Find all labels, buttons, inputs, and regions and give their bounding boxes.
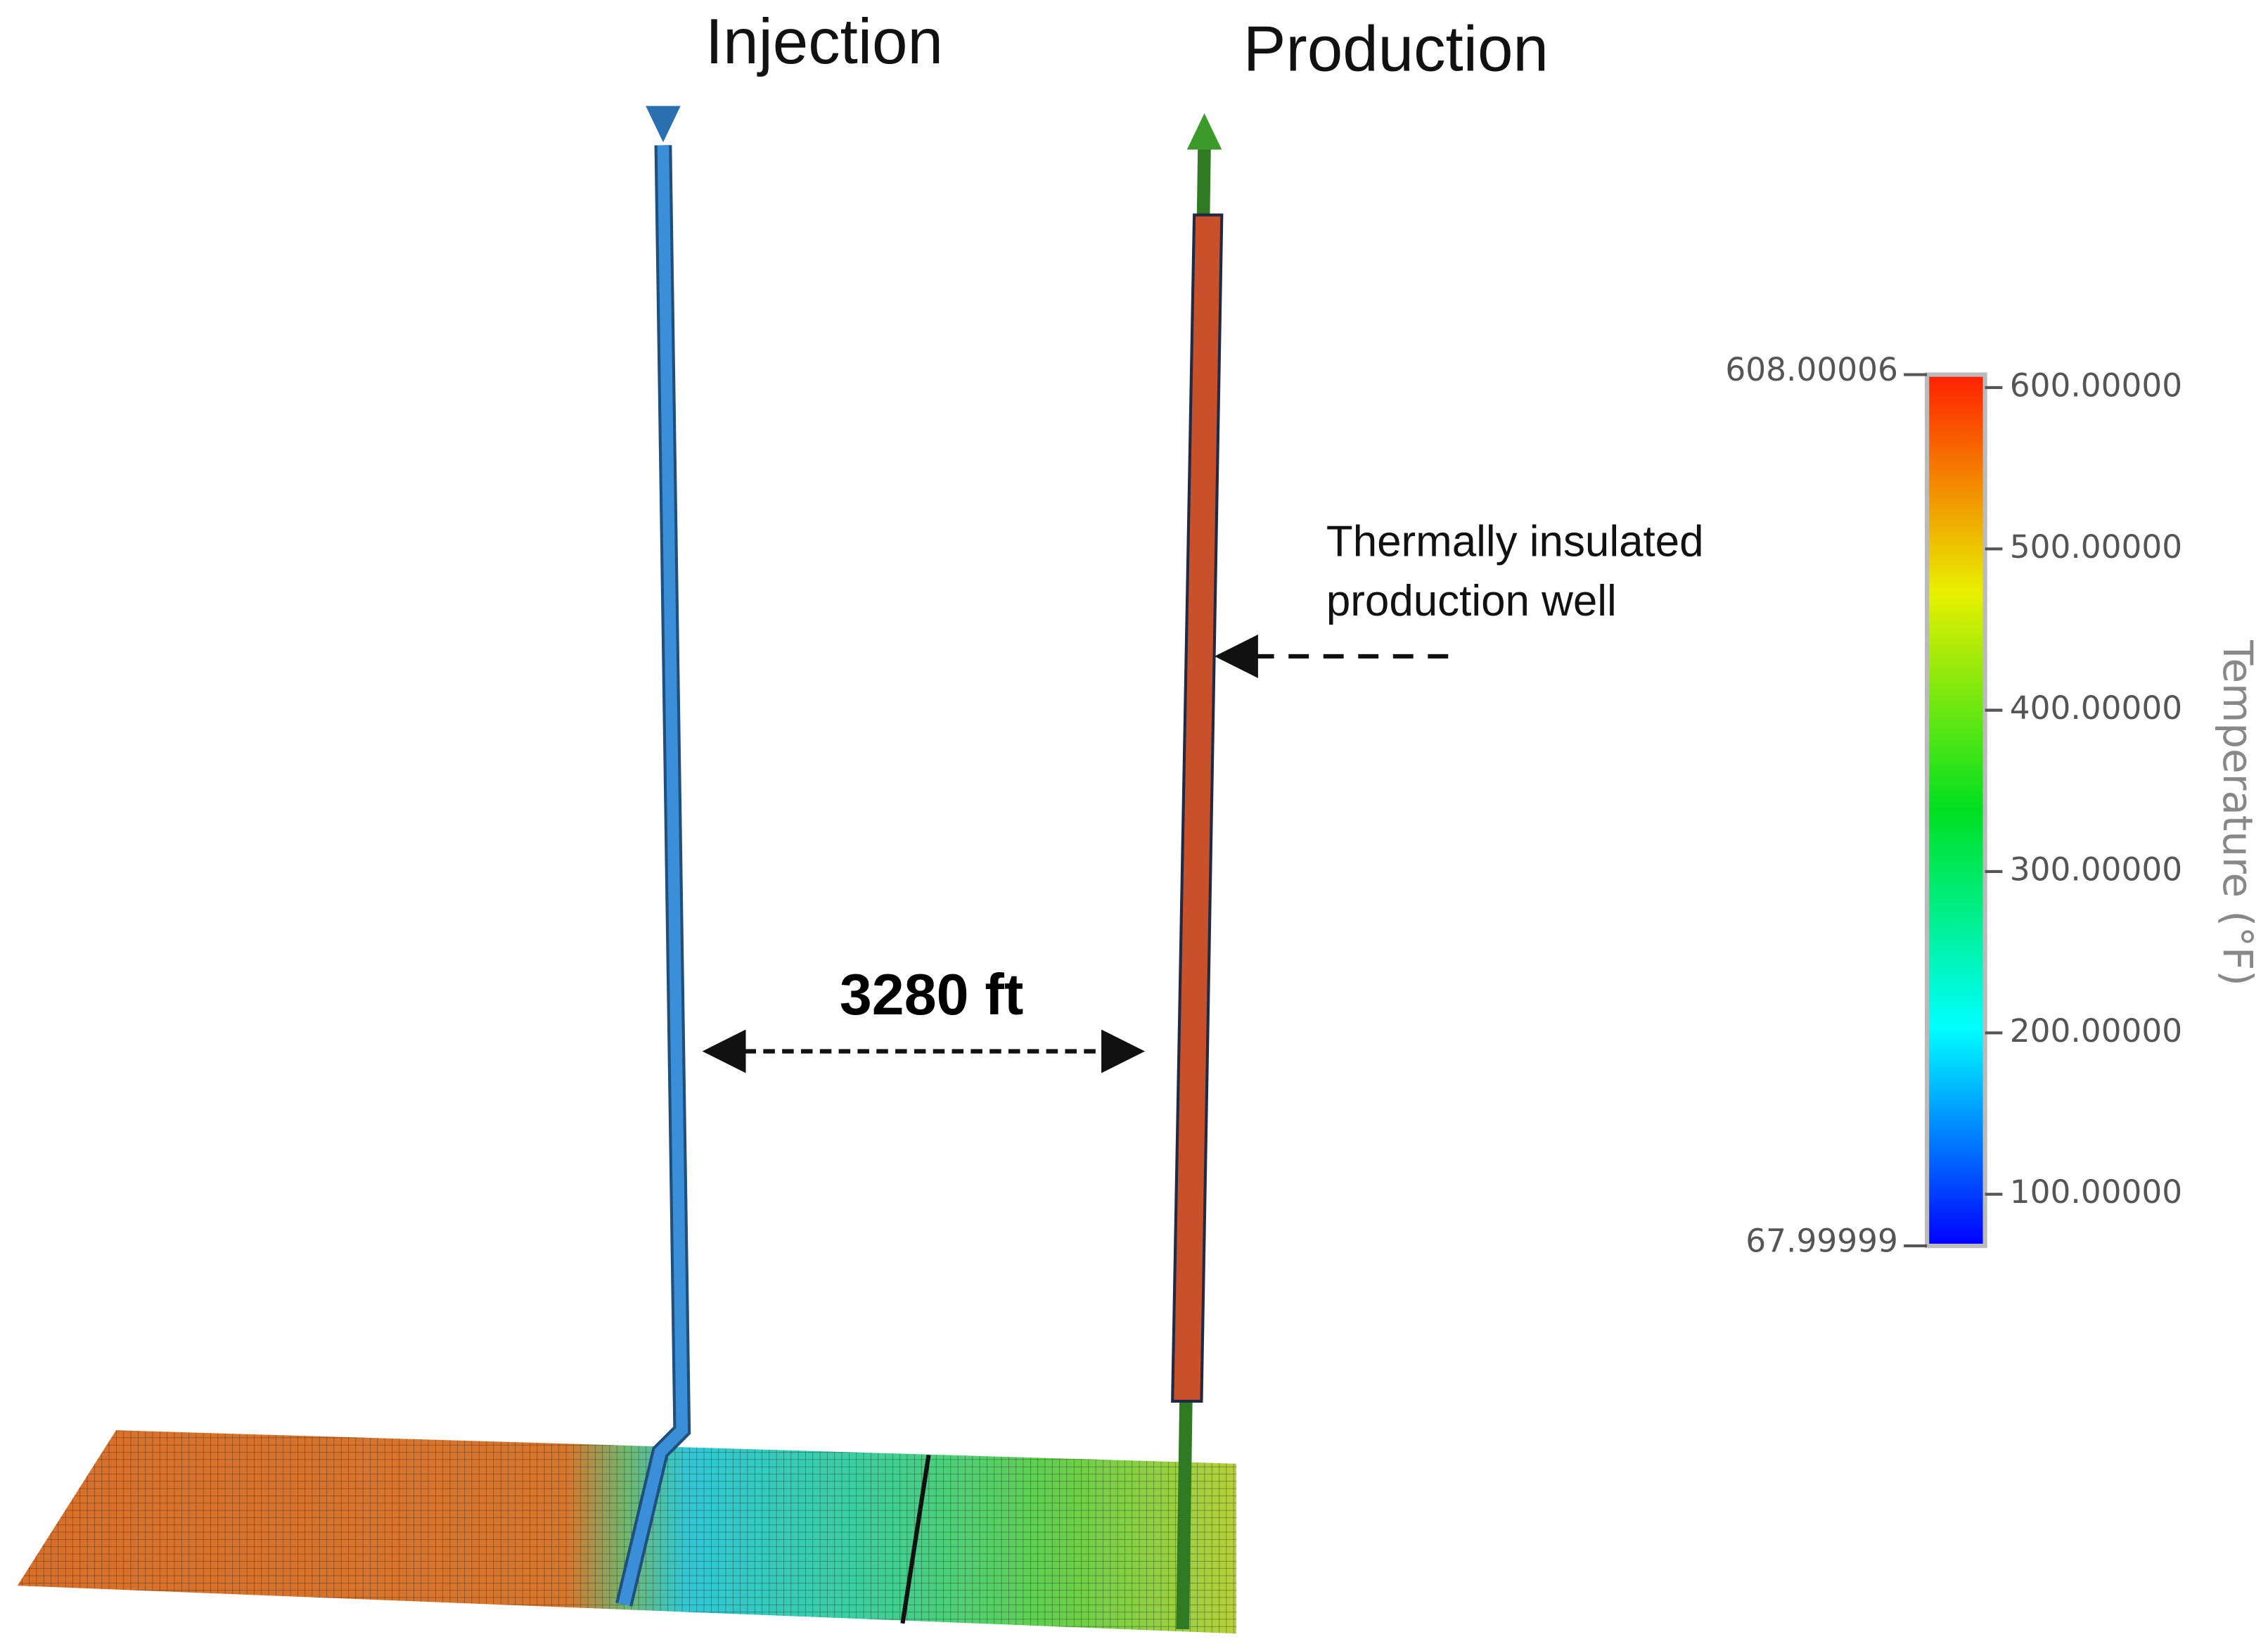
tick-label: 600.00000 [2010,366,2182,404]
injection-label: Injection [705,6,943,77]
reservoir-grid [17,1430,1236,1634]
range-label: 608.00006 [1725,351,1897,388]
tick-label: 300.00000 [2010,850,2182,888]
tick-label: 500.00000 [2010,528,2182,566]
annotation-line: Thermally insulated [1326,517,1704,566]
annotation-line: production well [1326,577,1617,625]
production-well [1171,113,1224,1630]
production-label: Production [1243,13,1549,84]
tick-label: 100.00000 [2010,1173,2182,1211]
range-label: 67.99999 [1745,1222,1898,1259]
injection-well [615,106,691,1607]
colorbar-title: Temperature (°F) [2214,639,2262,986]
tick-label: 200.00000 [2010,1012,2182,1050]
tick-label: 400.00000 [2010,689,2182,727]
distance-label: 3280 ft [840,962,1023,1027]
colorbar [1925,372,1987,1249]
